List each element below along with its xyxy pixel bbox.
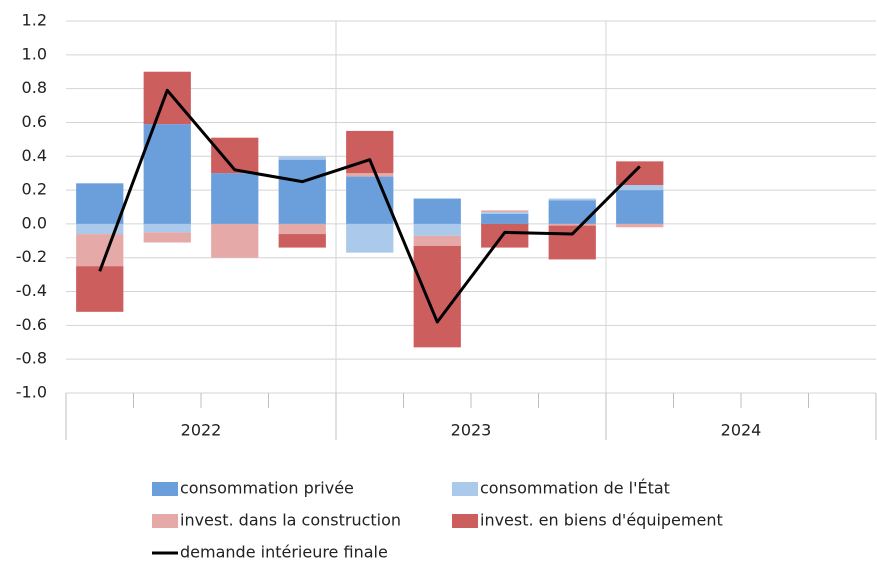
y-tick-label: -0.2 — [16, 247, 47, 266]
y-tick-label: -1.0 — [16, 383, 47, 402]
bar — [76, 223, 124, 235]
bar — [413, 223, 461, 236]
bar — [76, 234, 124, 267]
bar — [346, 173, 394, 177]
bar — [278, 159, 326, 224]
bar — [346, 130, 394, 174]
y-tick-label: 0.2 — [22, 180, 47, 199]
y-tick-label: 1.2 — [22, 11, 47, 30]
bar — [481, 223, 529, 248]
bar — [143, 71, 191, 125]
y-tick-label: 0.4 — [22, 146, 47, 165]
x-group-label: 2022 — [181, 421, 222, 440]
bar — [278, 234, 326, 248]
bar — [143, 232, 191, 243]
bar — [211, 137, 259, 174]
bar — [211, 223, 259, 258]
line — [98, 88, 641, 324]
bar — [278, 223, 326, 235]
legend-swatch — [452, 482, 478, 496]
bar — [481, 212, 529, 214]
bar — [76, 183, 124, 224]
bar — [346, 223, 394, 253]
bar — [548, 225, 596, 260]
legend-label: consommation privée — [180, 479, 354, 498]
legend-label: invest. dans la construction — [180, 511, 401, 530]
bar — [548, 223, 596, 226]
legend-swatch — [152, 514, 178, 528]
legend-label: demande intérieure finale — [180, 543, 388, 562]
y-tick-label: 0.6 — [22, 112, 47, 131]
bar — [616, 223, 664, 228]
bar — [278, 156, 326, 160]
legend-swatch — [452, 514, 478, 528]
y-tick-label: 1.0 — [22, 44, 47, 63]
x-group-label: 2024 — [721, 421, 762, 440]
bar — [413, 198, 461, 224]
bar — [76, 266, 124, 312]
legend-swatch — [152, 482, 178, 496]
y-tick-label: -0.8 — [16, 349, 47, 368]
x-group-label: 2023 — [451, 421, 492, 440]
bar — [413, 235, 461, 246]
bar — [413, 245, 461, 348]
legend-label: consommation de l'État — [480, 479, 670, 498]
bar — [211, 173, 259, 224]
bar — [481, 213, 529, 224]
bar — [143, 124, 191, 224]
y-tick-label: 0.0 — [22, 213, 47, 232]
y-tick-label: -0.4 — [16, 281, 47, 300]
y-tick-label: 0.8 — [22, 78, 47, 97]
legend-label: invest. en biens d'équipement — [480, 511, 723, 530]
bar — [616, 185, 664, 191]
bar — [143, 223, 191, 233]
bar — [481, 210, 529, 213]
bar — [548, 200, 596, 224]
y-tick-label: -0.6 — [16, 315, 47, 334]
bar — [616, 190, 664, 224]
bar — [548, 198, 596, 201]
